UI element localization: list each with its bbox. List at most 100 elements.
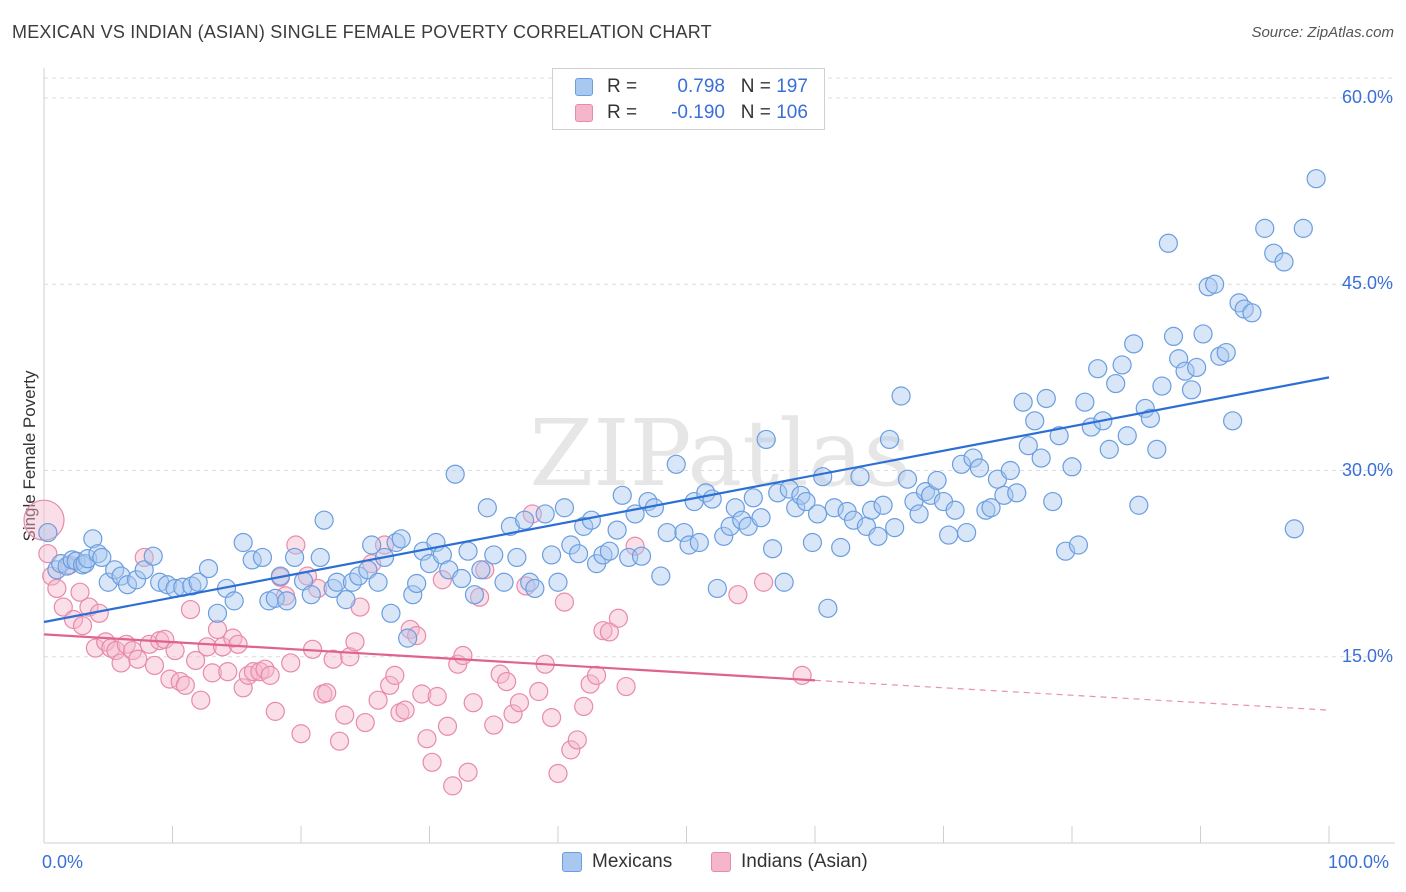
mexicans-point [1216, 342, 1236, 363]
mexicans-point [651, 566, 671, 586]
mexicans-point [657, 522, 677, 543]
indians-swatch [575, 104, 593, 122]
indians-point [85, 638, 106, 658]
mexicans-point [525, 578, 545, 599]
mexicans-point [631, 546, 652, 566]
y-tick-label: 45.0% [1341, 273, 1393, 294]
indians-point [574, 696, 594, 717]
indians-point [412, 684, 432, 704]
mexicans-point [1088, 359, 1108, 379]
indians-point [529, 681, 549, 702]
indians-point [390, 703, 410, 723]
mexicans-trend-line [43, 376, 1330, 624]
r-value: 0.798 [677, 76, 725, 97]
mexicans-point [1062, 457, 1082, 477]
mexicans-point [818, 598, 838, 618]
indians-point [238, 665, 258, 685]
mexicans-point [1152, 376, 1172, 396]
mexicans-point [88, 544, 108, 564]
axes [43, 68, 1395, 844]
indians-point [260, 665, 280, 685]
y-tick-label: 30.0% [1341, 459, 1393, 480]
mexicans-point [207, 603, 228, 623]
mexicans-point [1242, 303, 1262, 323]
mexicans-point [1140, 408, 1160, 428]
indians-point [175, 675, 195, 695]
mexicans-point [666, 454, 686, 474]
mexicans-point [336, 590, 356, 610]
mexicans-point [314, 510, 334, 530]
indians-point [47, 578, 67, 599]
indians-point [355, 712, 375, 733]
mexicans-point [1229, 293, 1249, 313]
indians-point [548, 763, 568, 784]
mexicans-point [791, 485, 811, 505]
legend-item-indians: Indians (Asian) [711, 851, 868, 873]
indians-point [427, 686, 447, 707]
indians-point [281, 653, 301, 673]
indians-point [291, 724, 311, 744]
mexicans-point [1163, 326, 1184, 346]
mexicans-point [398, 628, 418, 648]
r-value: -0.190 [671, 102, 725, 123]
series-legend: Mexicans Indians (Asian) [0, 851, 1406, 877]
indians-point [490, 664, 510, 684]
indians-point [265, 701, 285, 721]
indians-point [608, 608, 628, 628]
mexicans-point [891, 386, 911, 406]
mexicans-point [391, 529, 411, 549]
mexicans-point [362, 535, 382, 555]
mexicans-point [751, 508, 771, 528]
indians-point [368, 690, 388, 710]
mexicans-point [1124, 334, 1144, 354]
mexicans-point [1075, 392, 1095, 412]
mexicans-point [707, 578, 727, 599]
indians-point [625, 536, 645, 556]
r-label: R = [607, 76, 638, 97]
mexicans-point [1018, 436, 1038, 456]
mexicans-point [1013, 392, 1033, 412]
indians-point [335, 705, 355, 725]
indians-point [144, 655, 165, 676]
y-tick-label: 60.0% [1341, 87, 1393, 107]
mexicans-point [143, 546, 163, 566]
indians-point [380, 675, 400, 695]
mexicans-point [535, 504, 555, 524]
indians-point [586, 665, 607, 685]
mexicans-point [599, 541, 620, 561]
mexicans-point [520, 572, 540, 592]
mexicans-point [1106, 373, 1126, 394]
indians-point [53, 597, 73, 617]
indians-point [250, 662, 270, 682]
mexicans-legend-swatch [562, 852, 582, 872]
mexicans-point [976, 500, 996, 520]
stats-legend: R = 0.798 N = 197 R = -0.190 N = 106 [552, 68, 825, 130]
x-tick-label-max: 100.0% [1328, 852, 1390, 872]
mexicans-point [381, 603, 401, 623]
mexicans-point [824, 498, 844, 518]
indians-point [186, 650, 206, 671]
indians-point [180, 599, 201, 620]
mexicans-points [38, 169, 1326, 648]
mexicans-point [945, 500, 965, 520]
r-label: R = [607, 102, 638, 123]
mexicans-point [494, 572, 514, 592]
mexicans-point [403, 585, 423, 605]
indians-point [437, 716, 458, 736]
mexicans-point [301, 585, 321, 605]
indians-point [207, 619, 228, 640]
mexicans-point [514, 510, 535, 530]
trend-lines [43, 376, 1330, 711]
mexicans-point [1284, 519, 1304, 539]
legend-label-mexicans: Mexicans [592, 851, 673, 872]
mexicans-point [927, 470, 947, 491]
indians-point [191, 690, 211, 710]
mexicans-point [541, 545, 562, 565]
mexicans-point [1031, 448, 1051, 468]
mexicans-point [198, 558, 219, 579]
indians-points [23, 499, 812, 796]
mexicans-point [607, 520, 627, 540]
mexicans-point [861, 500, 882, 520]
indians-point [422, 752, 442, 772]
mexicans-point [1112, 355, 1132, 375]
